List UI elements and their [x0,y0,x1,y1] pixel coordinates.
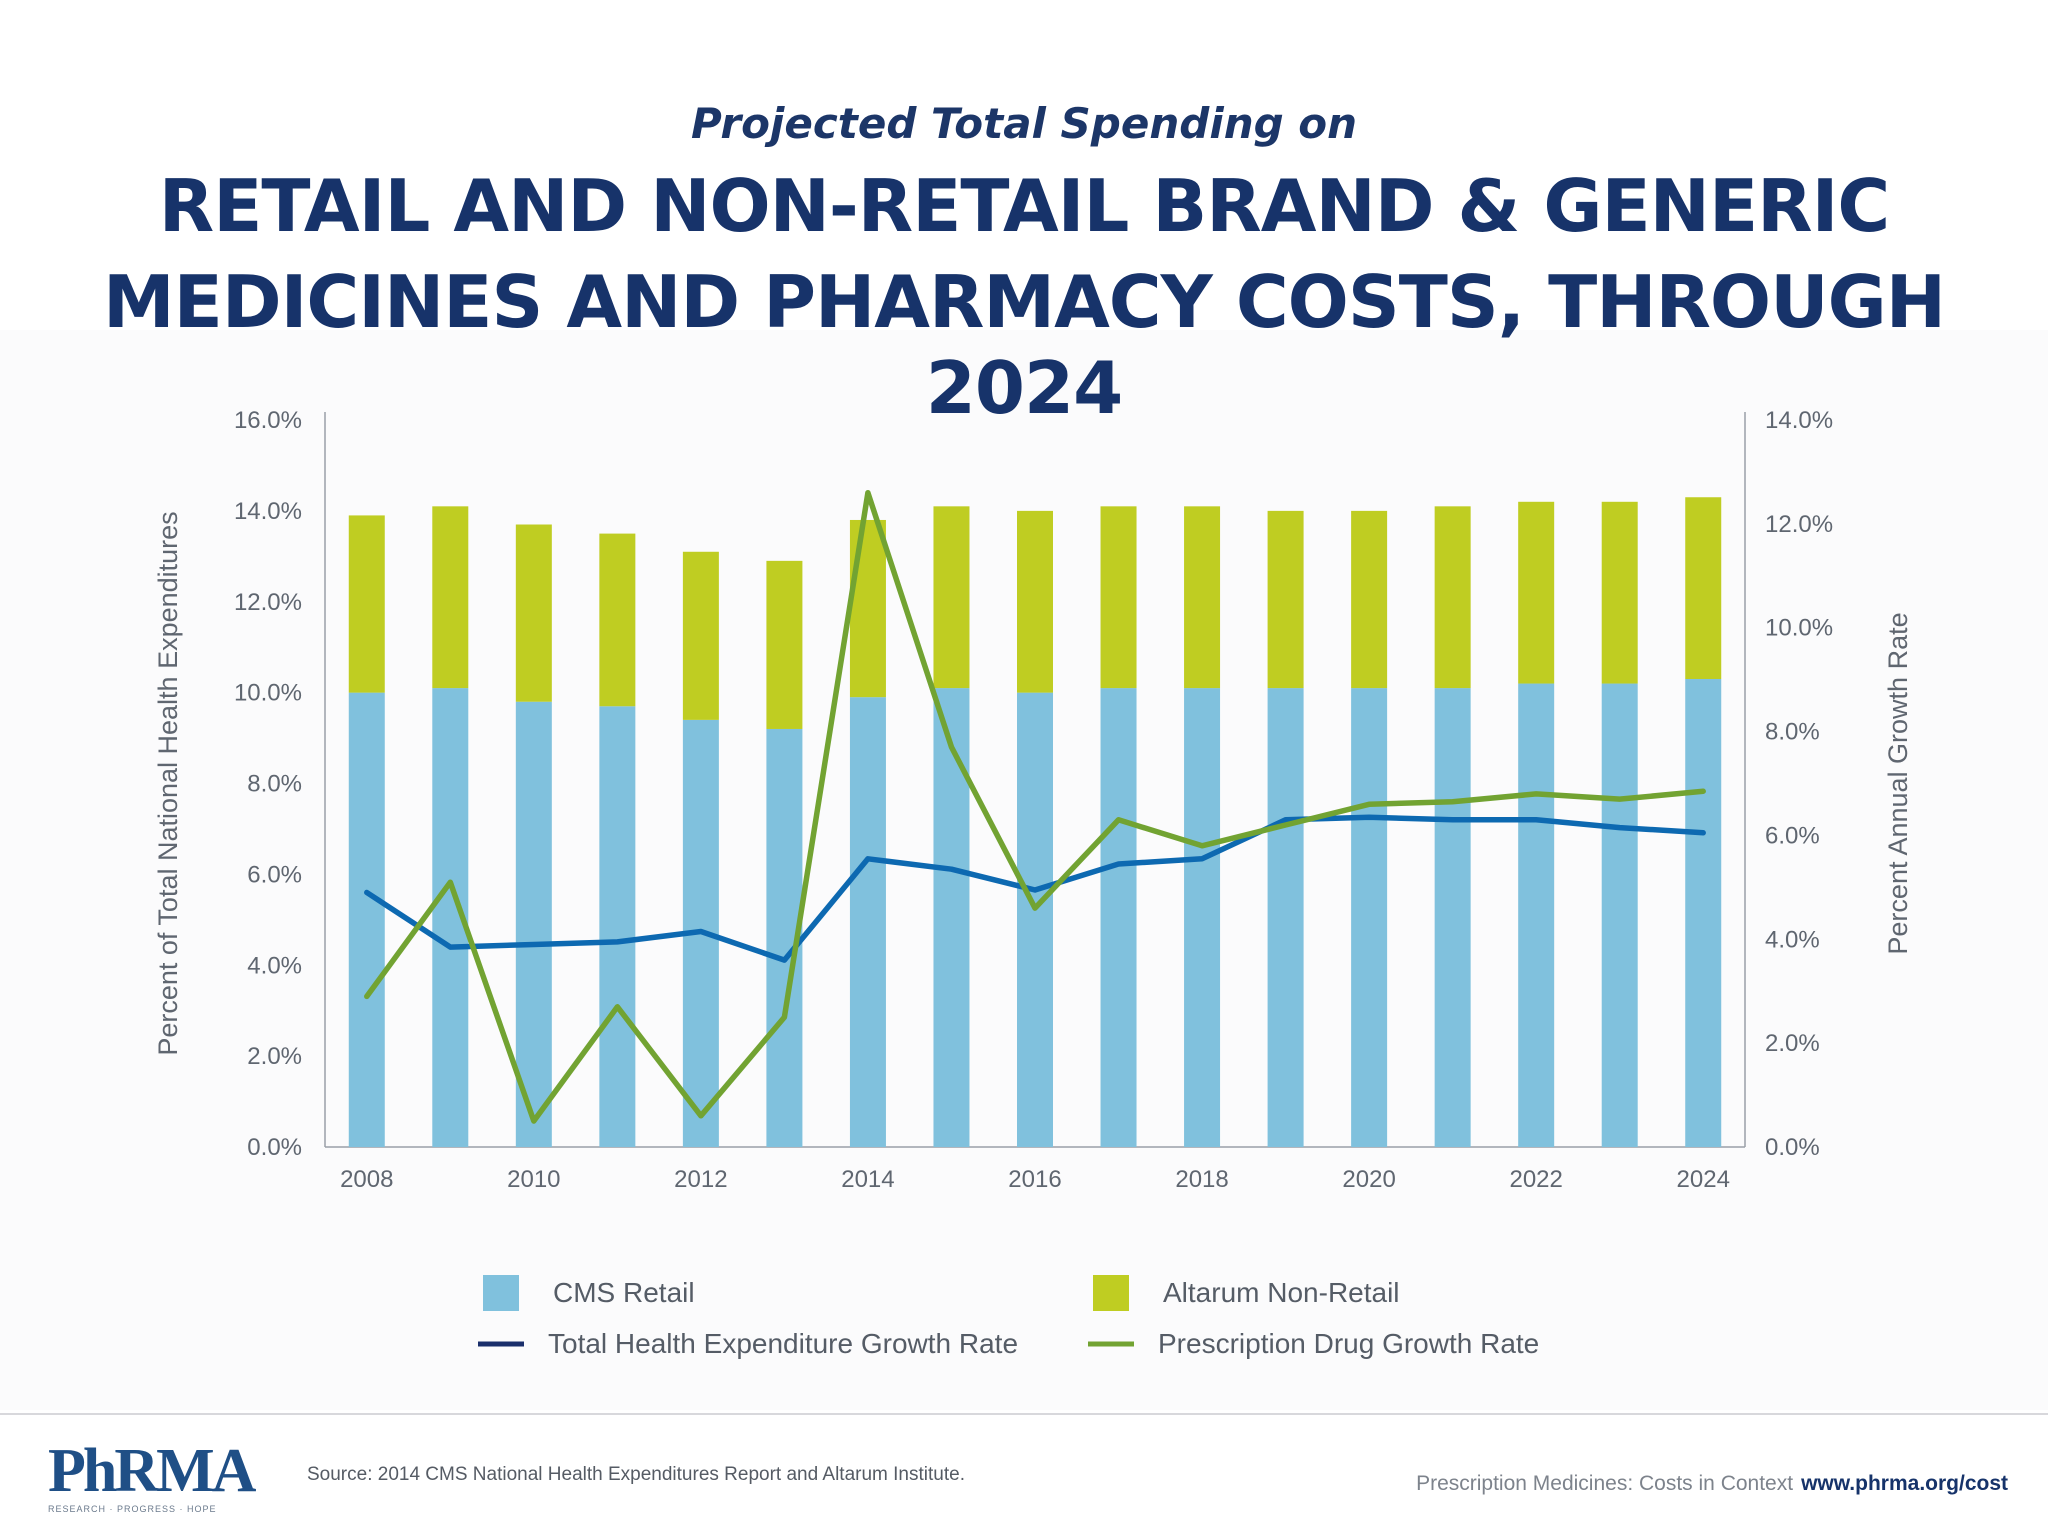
bar-altarum-non-retail [1518,501,1555,684]
y-right-tick-label: 4.0% [1765,926,1820,953]
x-tick-label: 2010 [507,1166,560,1193]
line-prescription-drug-growth [364,489,1706,1124]
footer-tagline: Prescription Medicines: Costs in Context… [1416,1472,2008,1496]
logo-mark: PhRMA [48,1437,256,1505]
x-tick-label: 2018 [1175,1166,1228,1193]
y-right-tick-label: 12.0% [1765,511,1833,538]
bar-cms-retail [1434,688,1471,1147]
bar-cms-retail [1685,678,1722,1147]
legend-altarum-non-retail-swatch [1093,1275,1129,1311]
y-left-tick-label: 8.0% [247,771,302,798]
bar-altarum-non-retail [1100,506,1137,689]
bar-altarum-non-retail [766,560,803,729]
footer-divider [0,1413,2048,1415]
bar-cms-retail [1184,688,1221,1147]
bar-cms-retail [849,697,886,1147]
y-right-axis-title: Percent Annual Growth Rate [1883,612,1913,954]
x-tick-label: 2012 [674,1166,727,1193]
y-right-tick-label: 10.0% [1765,615,1833,642]
legend-cms-retail-label: CMS Retail [553,1277,695,1308]
y-left-axis-title: Percent of Total National Health Expendi… [153,511,183,1055]
bar-altarum-non-retail [515,524,552,702]
y-left-tick-label: 4.0% [247,952,302,979]
y-right-tick-label: 8.0% [1765,719,1820,746]
x-tick-label: 2024 [1677,1166,1730,1193]
bar-altarum-non-retail [348,515,385,693]
x-tick-label: 2016 [1008,1166,1061,1193]
phrma-logo: PhRMA RESEARCH · PROGRESS · HOPE [48,1437,256,1514]
bar-altarum-non-retail [1685,497,1722,679]
bar-cms-retail [348,692,385,1147]
bar-cms-retail [933,688,970,1147]
bar-altarum-non-retail [933,506,970,689]
y-left-tick-label: 14.0% [234,498,302,525]
bar-cms-retail [515,701,552,1147]
y-left-tick-label: 0.0% [247,1134,302,1161]
tagline-text: Prescription Medicines: Costs in Context [1416,1472,1794,1495]
bar-altarum-non-retail [682,551,719,720]
y-right-tick-label: 6.0% [1765,822,1820,849]
x-tick-label: 2022 [1509,1166,1562,1193]
legend-total-health-expenditure-label: Total Health Expenditure Growth Rate [548,1328,1018,1359]
bar-cms-retail [1100,688,1137,1147]
y-left-tick-label: 6.0% [247,861,302,888]
bar-altarum-non-retail [849,519,886,698]
bar-altarum-non-retail [1351,510,1388,689]
legend-cms-retail-swatch [483,1275,519,1311]
legend-altarum-non-retail-label: Altarum Non-Retail [1163,1277,1400,1308]
bar-cms-retail [599,706,636,1147]
bar-cms-retail [1351,688,1388,1147]
x-tick-label: 2008 [340,1166,393,1193]
chart-title-line-2: MEDICINES AND PHARMACY COSTS, THROUGH 20… [103,260,1946,430]
source-note: Source: 2014 CMS National Health Expendi… [307,1464,965,1485]
footer-url-link[interactable]: www.phrma.org/cost [1801,1472,2008,1495]
legend-prescription-drug-label: Prescription Drug Growth Rate [1158,1328,1539,1359]
bar-altarum-non-retail [1017,510,1053,693]
line-total-health-expenditure-growth [364,814,1706,963]
bar-altarum-non-retail [1434,506,1471,689]
chart-svg: 0.0% 2.0% 4.0% 6.0% 8.0% 10.0% 12.0% 14.0% 16.0%… [153,407,1913,1359]
y-right-tick-label: 0.0% [1765,1134,1820,1161]
bar-cms-retail [1601,683,1638,1147]
y-left-tick-label: 10.0% [234,680,302,707]
x-tick-label: 2020 [1342,1166,1395,1193]
bar-altarum-non-retail [432,506,469,689]
bar-altarum-non-retail [1601,501,1638,684]
y-left-tick-label: 2.0% [247,1043,302,1070]
chart-subtitle: Projected Total Spending on [690,99,1358,148]
y-left-tick-label: 16.0% [234,407,302,434]
logo-tagline: RESEARCH · PROGRESS · HOPE [48,1504,217,1514]
bar-cms-retail [1267,688,1304,1147]
x-tick-label: 2014 [841,1166,894,1193]
bar-cms-retail [1017,692,1053,1147]
y-left-tick-label: 12.0% [234,589,302,616]
y-right-tick-label: 14.0% [1765,407,1833,434]
bar-altarum-non-retail [1267,510,1304,689]
bar-altarum-non-retail [1184,506,1221,689]
bar-cms-retail [1518,683,1555,1147]
chart-title-line-1: RETAIL AND NON-RETAIL BRAND & GENERIC [158,164,1890,248]
y-right-tick-label: 2.0% [1765,1030,1820,1057]
header: Projected Total Spending on RETAIL AND N… [0,95,2048,431]
bar-altarum-non-retail [599,533,636,707]
